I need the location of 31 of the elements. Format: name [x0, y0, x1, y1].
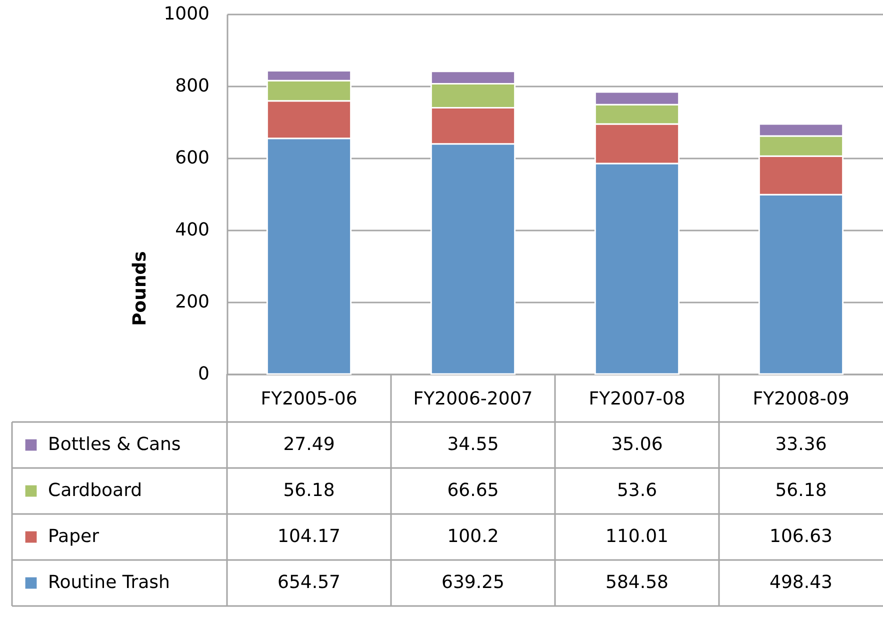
- legend-label: Routine Trash: [48, 572, 170, 593]
- y-tick-label: 0: [198, 364, 210, 384]
- data-label: 106.63: [770, 526, 832, 547]
- data-label: 35.06: [611, 434, 663, 455]
- data-label: 110.01: [606, 526, 668, 547]
- y-tick-label: 800: [175, 76, 210, 96]
- data-label: 639.25: [442, 572, 504, 593]
- y-tick-label: 200: [175, 292, 210, 312]
- x-tick-label: FY2007-08: [588, 388, 686, 410]
- data-label: 104.17: [278, 526, 340, 547]
- data-label: 100.2: [447, 526, 499, 547]
- data-label: 34.55: [447, 434, 499, 455]
- legend-label: Paper: [48, 526, 100, 547]
- legend-label: Cardboard: [48, 480, 142, 501]
- data-label: 66.65: [447, 480, 499, 501]
- x-tick-label: FY2008-09: [752, 388, 850, 410]
- y-axis-title: Pounds: [130, 251, 151, 326]
- data-label: 654.57: [278, 572, 340, 593]
- data-label: 27.49: [283, 434, 335, 455]
- y-tick-label: 400: [175, 220, 210, 240]
- x-tick-label: FY2006-2007: [413, 388, 533, 410]
- legend-label: Bottles & Cans: [48, 434, 181, 455]
- data-label: 56.18: [775, 480, 827, 501]
- data-label: 56.18: [283, 480, 335, 501]
- data-label: 33.36: [775, 434, 827, 455]
- data-label: 584.58: [606, 572, 668, 593]
- data-label: 498.43: [770, 572, 832, 593]
- x-tick-label: FY2005-06: [260, 388, 358, 410]
- y-tick-label: 1000: [164, 4, 210, 24]
- y-tick-label: 600: [175, 148, 210, 168]
- data-label: 53.6: [616, 480, 658, 501]
